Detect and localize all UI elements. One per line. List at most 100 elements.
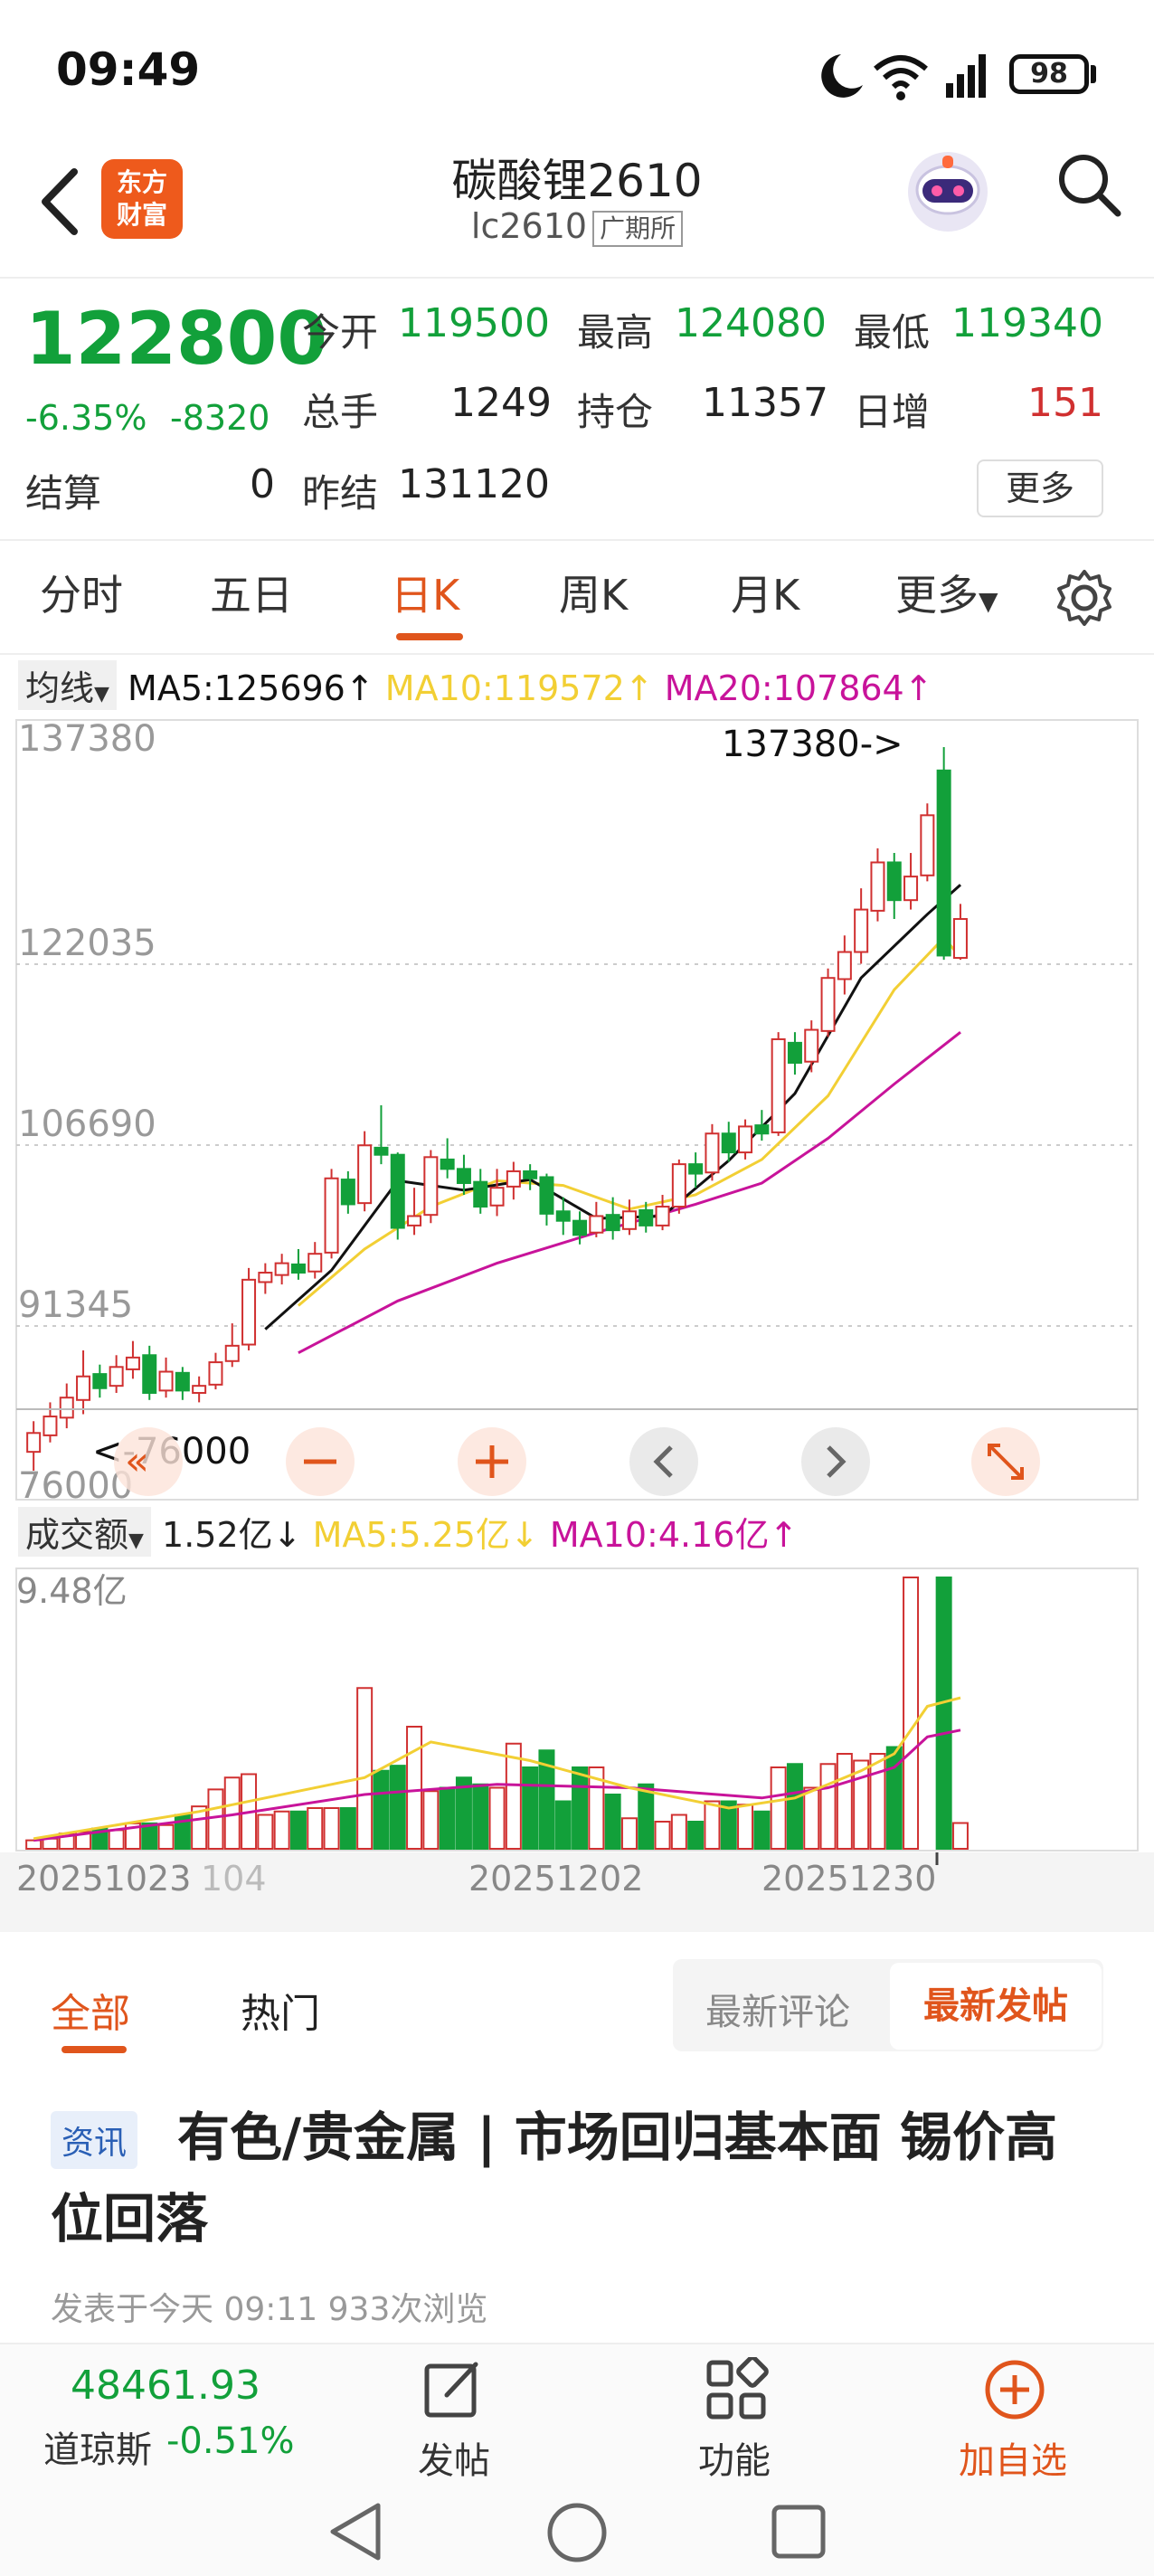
volume-max-label: 9.48亿 [16,1571,128,1611]
nav-home-icon[interactable] [543,2498,611,2567]
oi-change-value: 151 [1027,380,1103,426]
zoom-in-button[interactable] [458,1427,526,1496]
nav-back-icon[interactable] [322,2500,394,2563]
volume-bar [505,1742,522,1850]
volume-bar [389,1765,406,1850]
volume-bar [141,1822,158,1850]
dji-change[interactable]: -0.51% [166,2420,295,2462]
candle [26,1421,42,1471]
volume-bar [289,1810,307,1850]
page-title: 碳酸锂2610 [451,155,703,207]
tab-day-k[interactable]: 日K [391,571,460,620]
volume-label: 总手 [302,390,379,434]
candle [886,853,902,920]
sort-latest-post[interactable]: 最新发帖 [890,1963,1102,2050]
rewind-button[interactable]: « [114,1427,183,1496]
nav-recents-icon[interactable] [767,2500,830,2563]
volume-bar [885,1746,903,1850]
ma20-legend: MA20:107864↑ [664,668,933,708]
ma20-line [298,1031,961,1355]
ma10-legend: MA10:119572↑ [384,668,654,708]
volume-selector-label: 成交额 [25,1515,129,1555]
scroll-right-button[interactable] [801,1427,870,1496]
plus-circle-icon[interactable] [982,2357,1047,2422]
volume-bar [339,1807,356,1850]
volume-bar [323,1807,340,1850]
volume-bar [951,1822,969,1850]
caret-down-icon: ▼ [979,586,998,616]
scroll-left-button[interactable] [629,1427,698,1496]
open-value: 119500 [398,300,550,346]
add-watchlist-button[interactable]: 加自选 [959,2440,1067,2482]
candle [241,1267,257,1351]
high-label: 最高 [577,310,654,355]
feed-tab-all[interactable]: 全部 [51,1991,130,2037]
volume-bar [604,1794,621,1850]
dji-value[interactable]: 48461.93 [71,2363,260,2409]
more-quote-button[interactable]: 更多 [977,459,1103,517]
sort-latest-comment[interactable]: 最新评论 [705,1992,850,2033]
edit-post-icon[interactable] [421,2357,487,2422]
candle [340,1170,355,1214]
news-meta: 发表于今天 09:11 933次浏览 [51,2291,488,2328]
max-price-annotation: 137380-> [722,724,903,765]
zoom-out-button[interactable] [286,1427,355,1496]
candle [506,1161,521,1200]
candle [109,1355,124,1393]
candle [854,888,869,964]
candle [721,1122,736,1162]
logo-line1: 东方 [116,167,167,197]
candle [572,1211,588,1245]
volume-bars [25,1577,969,1850]
volume-bar [704,1800,721,1850]
quote-panel [0,279,1154,541]
dji-name[interactable]: 道琼斯 [43,2429,152,2471]
volume-bar [25,1839,43,1850]
back-arrow-icon[interactable] [34,161,89,242]
candle [324,1169,339,1259]
ma-selector[interactable]: 均线▼ [18,660,117,710]
tab-more[interactable]: 更多▼ [895,563,998,622]
search-icon[interactable] [1053,148,1125,221]
candle [605,1197,620,1240]
volume-bar [455,1776,472,1850]
candle [837,935,852,995]
news-title[interactable]: 有色/贵金属 | 市场回归基本面 锡价高位回落 [51,2107,1057,2249]
feed-tab-indicator [61,2046,127,2053]
post-button[interactable]: 发帖 [418,2440,490,2482]
volume-bar [670,1814,687,1850]
price-axis-ticks: 137380 122035 106690 91345 76000 [18,718,156,1507]
candles [26,747,968,1471]
volume-bar [786,1763,803,1850]
gear-icon[interactable] [1053,566,1116,630]
bottom-bar [0,2343,1154,2487]
candle [374,1104,389,1165]
expand-icon [988,1444,1024,1480]
candle [820,968,836,1037]
tab-intraday[interactable]: 分时 [40,571,123,620]
robot-assistant-icon[interactable] [901,143,995,237]
price-grid [16,963,1138,1327]
features-button[interactable]: 功能 [698,2440,771,2482]
x-axis-band [0,1852,1154,1932]
tab-month-k[interactable]: 月K [731,571,800,620]
y-tick-label: 91345 [18,1284,133,1326]
candle [423,1150,439,1224]
candle [671,1159,686,1214]
tab-week-k[interactable]: 周K [559,571,629,620]
feed-tab-hot[interactable]: 热门 [241,1991,320,2037]
tab-five-day[interactable]: 五日 [210,571,293,620]
volume-selector[interactable]: 成交额▼ [18,1507,151,1557]
volume-bar [753,1810,771,1850]
candle [456,1154,471,1196]
header [0,136,1154,279]
volume-bar [554,1800,572,1850]
candle [920,803,935,882]
y-tick-label: 122035 [18,923,156,964]
settle-value: 0 [250,461,275,507]
grid-features-icon[interactable] [704,2357,769,2422]
fullscreen-button[interactable] [971,1427,1040,1496]
volume-bar [108,1829,125,1850]
volume-bar [538,1749,555,1850]
